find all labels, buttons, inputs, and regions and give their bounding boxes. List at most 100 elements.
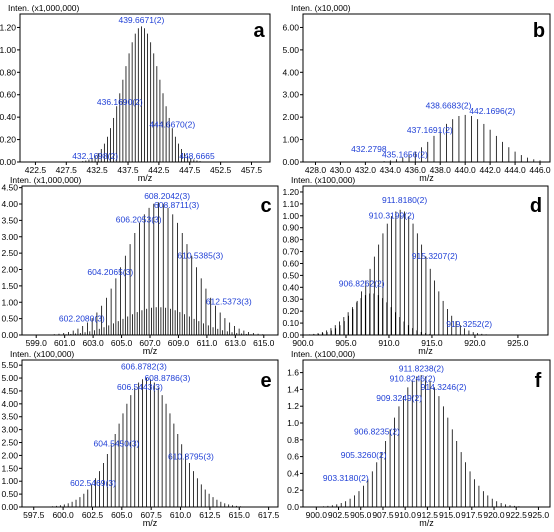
x-axis-label: m/z [419,518,434,527]
peak-annotation: 444.6670(2) [149,119,195,129]
y-tick-label: 1.6 [287,368,299,378]
y-tick-label: 0.4 [287,468,299,478]
peak-annotation: 606.2053(3) [116,215,162,225]
x-tick-label: 444.0 [504,165,526,175]
x-tick-label: 607.0 [139,338,161,348]
x-tick-label: 446.0 [529,165,551,175]
x-tick-label: 915.0 [421,338,443,348]
peak-annotation: 438.6683(2) [426,100,472,110]
y-tick-label: 0.40 [0,112,16,122]
x-tick-label: 432.5 [87,165,109,175]
y-tick-label: 0.00 [0,157,16,167]
x-tick-label: 440.0 [455,165,477,175]
isotope-peaks [323,375,520,507]
y-tick-label: 3.00 [1,232,18,242]
y-axis-label: Inten. (x100,000) [10,349,74,359]
x-tick-label: 615.0 [229,510,251,520]
peak-annotation: 610.8795(3) [168,452,214,462]
x-tick-label: 597.5 [23,510,45,520]
panel-letter: b [533,20,545,42]
peak-annotation: 608.2042(3) [144,191,190,201]
x-tick-label: 920.0 [464,338,486,348]
isotope-peaks [82,26,201,162]
y-tick-label: 5.00 [282,45,299,55]
peak-annotation: 910.3199(2) [369,210,415,220]
panel-b: Inten. (x10,000) m/z b 0.00 1.00 2.00 3.00 4.00… [282,3,550,183]
x-tick-label: 457.5 [241,165,263,175]
x-tick-label: 607.5 [141,510,163,520]
x-tick-label: 900.0 [306,510,328,520]
x-tick-label: 599.0 [26,338,48,348]
y-tick-label: 0.50 [1,314,18,324]
y-tick-label: 1.00 [282,211,299,221]
panel-a: Inten. (x1,000,000) m/z a 0.00 0.20 0.40 0.60 0… [0,3,271,183]
x-tick-label: 428.0 [305,165,327,175]
x-tick-label: 430.0 [330,165,352,175]
y-tick-label: 0.80 [282,235,299,245]
peak-annotation: 910.8246(2) [390,374,436,384]
peak-annotation: 906.8235(2) [354,427,400,437]
x-axis-label: m/z [418,346,433,356]
y-tick-label: 4.50 [1,183,18,193]
x-tick-label: 917.5 [461,510,483,520]
peak-annotation: 432.2798 [351,144,387,154]
peak-annotation: 602.5469(3) [70,478,116,488]
panel-e: Inten. (x100,000) m/z e 0.00 0.50 1.00 1.50 2.0… [1,349,279,528]
y-tick-label: 0.80 [0,67,16,77]
y-tick-label: 1.10 [282,199,299,209]
panel-d: Inten. (x100,000) m/z d 0.00 0.10 0.20 0.30 0.4… [282,175,549,356]
y-tick-label: 1.0 [287,418,299,428]
y-tick-label: 5.00 [1,373,18,383]
x-tick-label: 902.5 [328,510,350,520]
x-tick-label: 907.5 [372,510,394,520]
y-tick-label: 0.30 [282,294,299,304]
peak-annotation: 448.6665 [179,151,215,161]
y-tick-label: 3.50 [1,215,18,225]
x-tick-label: 603.0 [82,338,104,348]
y-tick-label: 4.50 [1,386,18,396]
panel-letter: e [260,370,271,392]
y-tick-label: 1.20 [0,22,16,32]
x-tick-label: 432.0 [355,165,377,175]
y-tick-label: 1.50 [1,463,18,473]
peak-annotation: 602.2080(3) [59,314,105,324]
x-tick-label: 434.0 [380,165,402,175]
x-tick-label: 905.0 [350,510,372,520]
peak-annotation: 442.1696(2) [469,106,515,116]
peak-annotation: 610.5385(3) [177,251,223,261]
panel-letter: c [260,195,271,217]
y-axis-label: Inten. (x1,000,000) [8,3,80,13]
isotope-peaks [53,202,264,335]
isotope-peaks [383,114,541,162]
peak-annotation: 439.6671(2) [118,15,164,25]
x-tick-label: 925.0 [507,338,529,348]
peak-annotation: 906.8262(2) [339,278,385,288]
y-tick-label: 3.50 [1,412,18,422]
y-axis-label: Inten. (x1,000,000) [10,175,82,185]
y-tick-label: 0.50 [282,270,299,280]
x-tick-label: 600.0 [52,510,74,520]
panel-letter: a [253,20,265,42]
panel-c: Inten. (x1,000,000) m/z c 0.00 0.50 1.00 1.50 2… [1,175,279,356]
y-tick-label: 0.0 [287,502,299,512]
x-tick-label: 905.0 [335,338,357,348]
x-tick-label: 436.0 [405,165,427,175]
y-tick-label: 0.00 [1,330,18,340]
peak-annotation: 432.1698(2) [72,151,118,161]
x-axis-label: m/z [419,173,434,183]
x-axis-label: m/z [143,518,158,527]
panel-letter: d [530,195,542,217]
plot-frame [19,13,271,163]
x-tick-label: 438.0 [430,165,452,175]
x-tick-label: 915.0 [439,510,461,520]
x-tick-label: 422.5 [25,165,47,175]
panel-letter: f [535,370,542,392]
x-tick-label: 605.0 [111,510,133,520]
x-tick-label: 609.0 [168,338,190,348]
peak-annotation: 608.8711(3) [154,200,199,210]
y-tick-label: 1.2 [287,401,299,411]
y-tick-label: 0.00 [282,157,299,167]
y-axis-label: Inten. (x100,000) [291,175,355,185]
peak-annotation: 903.3180(2) [323,473,369,483]
y-tick-label: 1.50 [1,281,18,291]
